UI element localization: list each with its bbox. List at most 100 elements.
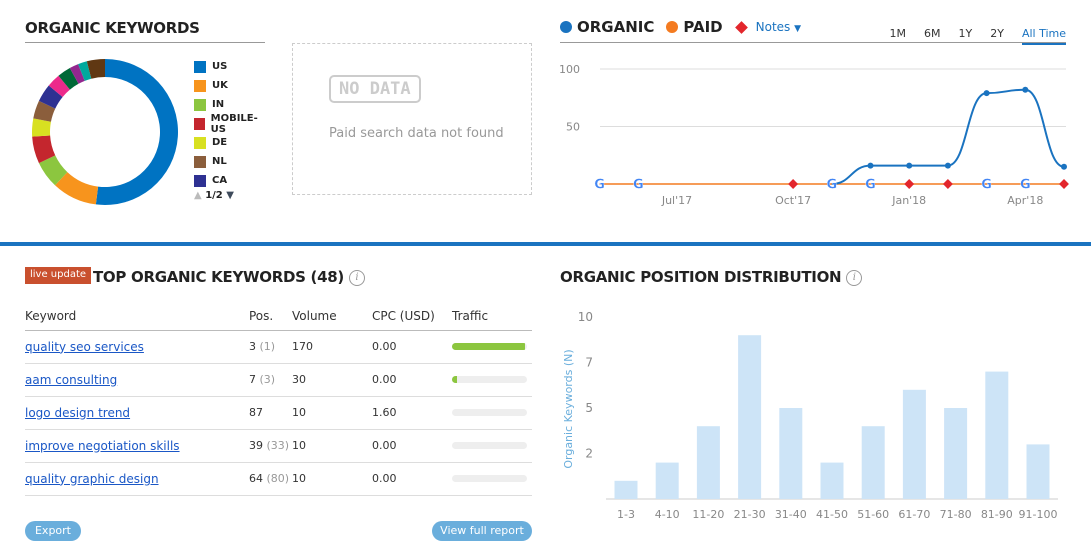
table-row: quality seo services 3 (1) 170 0.00 — [25, 330, 532, 364]
range-tab[interactable]: 1Y — [958, 27, 973, 40]
range-tab[interactable]: All Time — [1021, 27, 1066, 45]
keyword-link[interactable]: aam consulting — [25, 372, 118, 387]
info-icon[interactable]: i — [846, 269, 863, 286]
bar — [1026, 444, 1050, 499]
legend-swatch — [194, 117, 205, 130]
legend-swatch — [194, 136, 206, 149]
pager-up-icon[interactable]: ▲ — [194, 190, 202, 201]
x-tick-label: 21-30 — [734, 508, 766, 521]
keywords-table: Keyword Pos. Volume CPC (USD) Traffic quality… — [25, 302, 532, 496]
bar — [655, 462, 679, 499]
legend-paid[interactable]: PAID — [683, 18, 723, 36]
legend-label: MOBILE-US — [210, 112, 258, 135]
organic-point — [1061, 163, 1067, 170]
column-header[interactable]: Volume — [292, 302, 372, 331]
google-update-icon: G — [981, 178, 992, 193]
table-row: aam consulting 7 (3) 30 0.00 — [25, 363, 532, 397]
legend-swatch — [194, 60, 206, 73]
column-header[interactable]: Keyword — [25, 302, 249, 331]
y-tick-label: 50 — [566, 121, 580, 134]
table-row: improve negotiation skills 39 (33) 10 0.… — [25, 429, 532, 463]
organic-point — [906, 162, 913, 169]
bar — [944, 408, 968, 499]
notes-dropdown[interactable]: Notes ▼ — [755, 20, 802, 34]
x-tick-label: Jul'17 — [661, 194, 692, 207]
x-tick-label: 71-80 — [940, 508, 972, 521]
legend-label: DE — [212, 137, 228, 148]
organic-keywords-legend: US UK IN MOBILE-US DE NL CA — [194, 57, 266, 190]
column-header[interactable]: Traffic — [452, 302, 532, 331]
legend-label: IN — [212, 99, 225, 110]
range-tab[interactable]: 1M — [889, 27, 907, 40]
previous-position: (1) — [259, 340, 276, 353]
cpc: 0.00 — [372, 330, 452, 364]
bar — [614, 480, 638, 499]
x-tick-label: 81-90 — [981, 508, 1013, 521]
legend-item[interactable]: CA — [194, 171, 266, 190]
traffic-bar — [452, 376, 527, 383]
legend-label: UK — [212, 80, 228, 91]
range-tab[interactable]: 6M — [924, 27, 941, 40]
bar — [779, 408, 803, 499]
caret-down-icon: ▼ — [794, 24, 802, 34]
donut-slice — [58, 68, 79, 90]
y-tick-label: 2 — [585, 447, 593, 461]
legend-item[interactable]: UK — [194, 76, 266, 95]
legend-swatch — [194, 98, 206, 111]
keyword-link[interactable]: logo design trend — [25, 405, 131, 420]
volume: 10 — [292, 429, 372, 463]
x-tick-label: 11-20 — [692, 508, 724, 521]
live-update-badge: live update — [25, 267, 92, 284]
trend-legend: ORGANIC PAID Notes ▼ — [560, 18, 801, 36]
top-keywords-header: TOP ORGANIC KEYWORDS (48) i — [93, 267, 366, 286]
column-header[interactable]: CPC (USD) — [372, 302, 452, 331]
keyword-link[interactable]: quality seo services — [25, 339, 144, 354]
x-tick-label: 4-10 — [655, 508, 680, 521]
legend-item[interactable]: MOBILE-US — [194, 112, 266, 135]
view-full-report-button[interactable]: View full report — [432, 521, 532, 541]
legend-label: NL — [212, 156, 227, 167]
x-tick-label: 1-3 — [617, 508, 635, 521]
donut-slice — [86, 59, 105, 79]
organic-point — [867, 162, 874, 169]
y-axis-label: Organic Keywords (N) — [562, 349, 575, 468]
top-keywords-title: TOP ORGANIC KEYWORDS (48) — [93, 268, 344, 286]
note-marker — [788, 179, 799, 189]
legend-item[interactable]: IN — [194, 95, 266, 114]
y-tick-label: 10 — [578, 310, 593, 324]
export-button[interactable]: Export — [25, 521, 81, 541]
donut-slice — [78, 61, 92, 81]
x-tick-label: 91-100 — [1019, 508, 1058, 521]
volume: 10 — [292, 396, 372, 430]
keyword-link[interactable]: improve negotiation skills — [25, 438, 180, 453]
notes-diamond-icon — [734, 20, 748, 34]
x-tick-label: 61-70 — [898, 508, 930, 521]
pager-down-icon[interactable]: ▼ — [226, 190, 234, 201]
organic-point — [983, 90, 990, 97]
cpc: 0.00 — [372, 462, 452, 496]
legend-swatch — [194, 155, 206, 168]
organic-point — [944, 162, 951, 169]
position: 64 — [249, 472, 263, 485]
legend-organic[interactable]: ORGANIC — [577, 18, 655, 36]
cpc: 0.00 — [372, 363, 452, 397]
table-row: quality graphic design 64 (80) 10 0.00 — [25, 462, 532, 496]
x-tick-label: 31-40 — [775, 508, 807, 521]
divider — [25, 42, 265, 43]
legend-item[interactable]: US — [194, 57, 266, 76]
no-data-message: Paid search data not found — [329, 126, 504, 141]
traffic-bar — [452, 409, 527, 416]
google-update-icon: G — [1020, 178, 1031, 193]
traffic-fill — [452, 343, 525, 350]
previous-position: (33) — [266, 439, 290, 452]
distribution-chart: Organic Keywords (N) 2 5 7 10 1-3 4-10 11-20 21-… — [562, 310, 1058, 521]
position: 87 — [249, 406, 263, 419]
info-icon[interactable]: i — [349, 269, 366, 286]
legend-item[interactable]: NL — [194, 152, 266, 171]
range-tab[interactable]: 2Y — [990, 27, 1004, 40]
column-header[interactable]: Pos. — [249, 302, 292, 331]
keyword-link[interactable]: quality graphic design — [25, 471, 159, 486]
legend-item[interactable]: DE — [194, 133, 266, 152]
distribution-header: ORGANIC POSITION DISTRIBUTION i — [560, 267, 863, 286]
legend-swatch — [194, 174, 206, 187]
